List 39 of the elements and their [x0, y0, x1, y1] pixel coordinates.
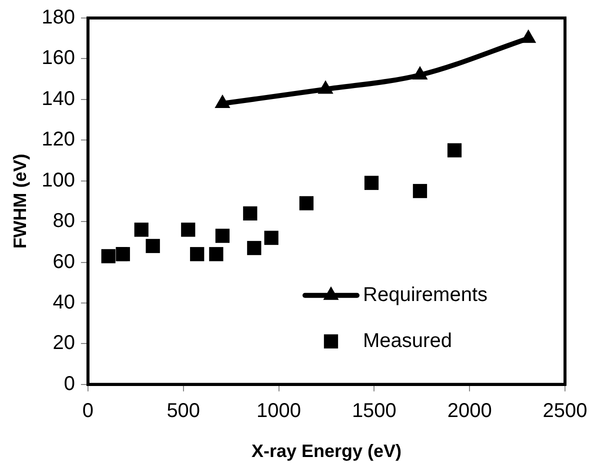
y-tick-label: 100 — [42, 169, 75, 192]
x-axis-title: X-ray Energy (eV) — [251, 441, 402, 462]
x-tick-label: 1500 — [352, 400, 396, 422]
x-tick-label: 2000 — [447, 400, 492, 422]
point — [412, 66, 428, 80]
point — [318, 80, 334, 94]
point — [214, 94, 230, 108]
x-tick-label: 2500 — [542, 400, 588, 422]
y-tick-label: 80 — [52, 210, 75, 232]
point — [364, 176, 379, 190]
point — [116, 247, 130, 262]
y-axis-title: FWHM (eV) — [10, 154, 30, 249]
point — [264, 230, 278, 245]
point — [146, 238, 160, 254]
point — [520, 29, 536, 43]
point — [134, 222, 148, 237]
legend-label: Requirements — [363, 284, 488, 306]
x-tick-label: 1000 — [256, 400, 302, 422]
y-tick-label: 20 — [52, 332, 75, 354]
x-tick-label: 500 — [166, 400, 200, 422]
y-tick-label: 60 — [52, 250, 75, 273]
legend-label: Measured — [363, 330, 452, 352]
x-tick-label: 0 — [82, 400, 94, 422]
y-tick-label: 40 — [52, 291, 75, 314]
point — [412, 184, 428, 198]
y-tick-label: 140 — [42, 88, 75, 110]
point — [209, 247, 224, 262]
point — [215, 228, 230, 243]
y-tick-label: 180 — [42, 6, 75, 29]
point — [447, 143, 462, 158]
y-tick-label: 160 — [42, 47, 75, 70]
point — [243, 206, 258, 220]
point — [101, 249, 116, 264]
point — [299, 196, 314, 210]
point — [181, 222, 196, 237]
y-tick-label: 120 — [42, 128, 75, 151]
point — [190, 247, 204, 262]
point — [247, 240, 262, 256]
y-tick-label: 0 — [64, 372, 75, 395]
